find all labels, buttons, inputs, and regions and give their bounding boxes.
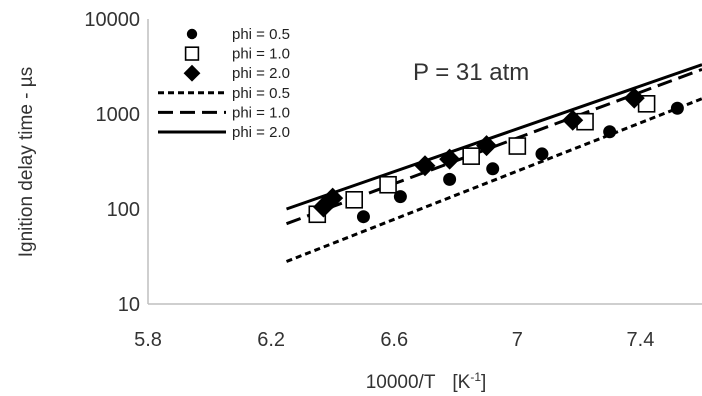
legend-circle-marker (186, 28, 198, 40)
legend-label: phi = 2.0 (232, 65, 290, 82)
x-axis-title-unit-sup: -1 (470, 370, 481, 384)
legend-label: phi = 1.0 (232, 104, 290, 121)
legend: phi = 0.5 phi = 1.0 phi = 2.0 phi = 0.5 phi … (158, 26, 290, 141)
data-point-square (345, 190, 364, 209)
data-point-circle (603, 125, 617, 139)
x-tick-label: 6.6 (380, 329, 408, 351)
plot-area (285, 63, 702, 263)
x-axis-title: 10000/T [K-1] (366, 370, 487, 393)
x-tick-labels: 5.8 6.2 6.6 7 7.4 (134, 329, 654, 351)
data-point-square (462, 147, 480, 165)
y-tick-label: 10 (118, 294, 140, 316)
data-point-circle (443, 172, 457, 186)
data-point-diamond (623, 87, 645, 109)
data-point-square (379, 175, 397, 194)
trend-line (285, 97, 702, 263)
data-point-circle (535, 147, 549, 161)
x-tick-label: 6.2 (257, 329, 285, 351)
y-tick-labels: 10 100 1000 10000 (84, 9, 140, 316)
legend-label: phi = 1.0 (232, 46, 290, 63)
legend-label: phi = 2.0 (232, 124, 290, 141)
y-tick-label: 10000 (84, 9, 140, 31)
y-axis-title: Ignition delay time - µs (16, 67, 37, 257)
data-point-diamond (439, 148, 461, 170)
x-axis-title-unit-close: ] (481, 372, 486, 393)
x-tick-label: 7.4 (627, 329, 655, 351)
data-point-square (508, 137, 527, 155)
pressure-annotation: P = 31 atm (413, 59, 529, 86)
data-point-diamond (476, 135, 498, 157)
data-point-diamond (414, 155, 436, 177)
data-point-circle (356, 210, 370, 224)
legend-square-marker (184, 46, 200, 61)
legend-diamond-marker (183, 64, 201, 82)
axes (147, 19, 702, 305)
data-point-circle (393, 190, 407, 204)
trend-line (286, 63, 702, 211)
data-point-circle (486, 162, 500, 176)
y-tick-label: 100 (107, 199, 140, 221)
x-tick-label: 5.8 (134, 329, 162, 351)
data-point-diamond (562, 109, 584, 131)
x-axis-title-main: 10000/T (366, 372, 436, 393)
data-point-diamond (322, 187, 344, 209)
legend-label: phi = 0.5 (232, 85, 290, 102)
data-point-circle (670, 101, 684, 115)
x-tick-label: 7 (512, 329, 523, 351)
legend-label: phi = 0.5 (232, 26, 290, 43)
x-axis-title-unit: [K (452, 372, 470, 393)
y-tick-label: 1000 (96, 104, 141, 126)
